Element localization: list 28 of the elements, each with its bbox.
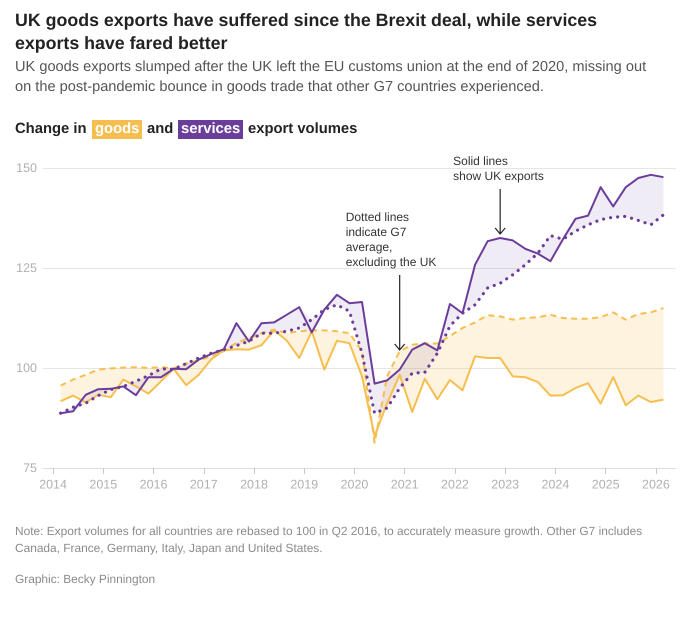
text: export volumes: [248, 120, 358, 139]
x-tick-label: 2022: [441, 478, 469, 492]
annotation: Dotted lines indicate G7 average, excluding the UK: [346, 210, 438, 270]
text: services: [178, 120, 244, 139]
text: Change in: [15, 120, 87, 139]
y-tick-label: 150: [16, 161, 38, 175]
x-tick-label: 2016: [140, 478, 168, 492]
x-tick-label: 2017: [190, 478, 218, 492]
text: Graphic: Becky Pinnington: [15, 571, 156, 588]
x-tick-label: 2021: [390, 478, 419, 492]
x-tick-label: 2018: [240, 478, 268, 492]
x-tick-label: 2014: [39, 478, 67, 492]
x-tick-label: 2020: [340, 478, 368, 492]
x-tick-label: 2023: [491, 478, 520, 492]
annotation: Solid lines show UK exports: [453, 154, 545, 184]
y-tick-label: 100: [16, 361, 38, 375]
x-tick-label: 2024: [542, 478, 570, 492]
x-tick-label: 2015: [89, 478, 118, 492]
x-tick-label: 2026: [642, 478, 670, 492]
text: Note: Export volumes for all countries are rebased to 100 in Q2 2016, to accurately measure growth. Other G7 includes Canada, France, Germany, Italy, Japan and United States.: [15, 523, 644, 557]
text: and: [147, 120, 174, 139]
y-tick-label: 75: [23, 461, 38, 475]
x-tick-label: 2019: [290, 478, 318, 492]
chart-subtitle: UK goods exports slumped after the UK left the EU customs union at the end of 2020, missing out on the post-pandemic bounce in goods trade that other G7 countries experienced.: [15, 58, 648, 97]
x-tick-label: 2025: [592, 478, 620, 492]
text: goods: [92, 120, 142, 139]
y-tick-label: 125: [16, 261, 38, 275]
chart-title: UK goods exports have suffered since the Brexit deal, while services exports have fared better: [15, 9, 598, 55]
